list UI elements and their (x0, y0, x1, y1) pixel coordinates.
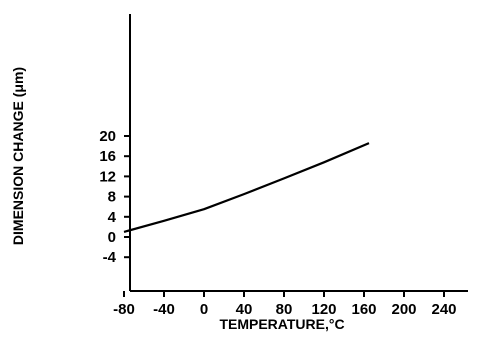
y-tick-label: 12 (99, 168, 116, 185)
axes (129, 14, 468, 292)
y-axis-title: DIMENSION CHANGE (μm) (10, 67, 26, 245)
x-tick-label: -40 (153, 301, 175, 318)
x-tick-label: 240 (431, 301, 456, 318)
y-tick-label: 8 (108, 189, 116, 206)
x-tick-label: 0 (200, 301, 208, 318)
x-tick-label: 200 (391, 301, 416, 318)
y-tick-label: 4 (108, 209, 117, 226)
x-tick-label: 80 (276, 301, 293, 318)
x-tick-label: 120 (311, 301, 336, 318)
series-line (123, 142, 370, 233)
y-tick-label: 0 (108, 229, 116, 246)
x-axis-title: TEMPERATURE,°C (219, 316, 344, 332)
x-tick-label: -80 (113, 301, 135, 318)
y-tick-label: 20 (99, 128, 116, 145)
y-tick-label: -4 (103, 249, 117, 266)
x-tick-label: 160 (351, 301, 376, 318)
y-tick-label: 16 (99, 148, 116, 165)
plot-area (123, 142, 370, 233)
x-tick-label: 40 (236, 301, 253, 318)
